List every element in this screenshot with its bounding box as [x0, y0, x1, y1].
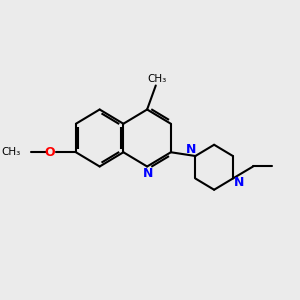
- Text: N: N: [186, 143, 196, 156]
- Text: N: N: [143, 167, 154, 180]
- Text: CH₃: CH₃: [148, 74, 167, 85]
- Text: CH₃: CH₃: [2, 147, 21, 157]
- Text: O: O: [44, 146, 55, 159]
- Text: N: N: [234, 176, 244, 190]
